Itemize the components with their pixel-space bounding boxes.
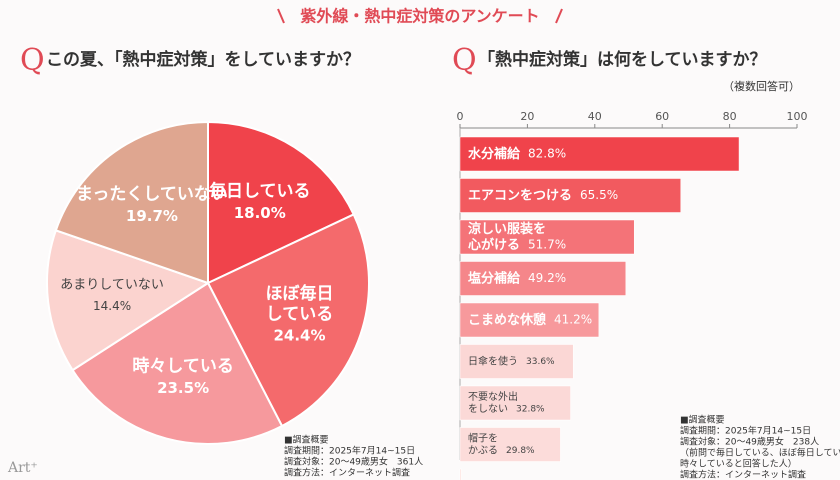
survey-note: 時々していると回答した人） <box>680 458 797 470</box>
pie-slice <box>207 120 356 285</box>
pie-slice <box>46 229 211 372</box>
survey-note: 調査対象：20～49歳男女 361人 <box>284 456 423 468</box>
slice-value-label: 18.0% <box>234 204 286 222</box>
deco-slash <box>277 8 285 24</box>
chart-subtitle: （複数回答可） <box>723 79 800 93</box>
survey-note: 調査期間：2025年7月14~15日 <box>680 425 811 437</box>
survey-note: 調査方法：インターネット調査 <box>680 469 806 480</box>
deco-slash <box>555 8 563 24</box>
bar-label: 塩分補給 <box>468 270 521 286</box>
survey-note: ■調査概要 <box>284 434 329 446</box>
bar-value-label: 82.8% <box>528 147 566 161</box>
x-tick-label: 40 <box>588 110 602 123</box>
bar-label: こまめな休憩 <box>468 312 546 328</box>
slice-value-label: 24.4% <box>273 327 325 345</box>
bar-label: 帽子をかぶる <box>468 432 498 457</box>
slice-value-label: 14.4% <box>93 299 131 313</box>
bar <box>459 219 635 255</box>
bar <box>459 178 681 213</box>
bar-value-label: 33.6% <box>526 357 555 367</box>
chart-title: この夏、「熱中症対策」をしていますか？ <box>46 49 360 70</box>
survey-note: 調査期間：2025年7月14~15日 <box>284 445 415 457</box>
bar-value-label: 65.5% <box>580 188 618 202</box>
slice-label: まったくしていない <box>76 184 228 204</box>
bar-label: 水分補給 <box>468 146 521 162</box>
survey-note: ■調査概要 <box>680 414 725 426</box>
bar-label: 不要な外出をしない <box>468 390 518 415</box>
page-title: 紫外線・熱中症対策のアンケート <box>300 7 539 26</box>
logo: Art⁺ <box>7 460 38 476</box>
bar <box>459 468 462 480</box>
chart-title: 「熱中症対策」は何をしていますか？ <box>478 49 767 70</box>
bar <box>459 385 571 421</box>
bar-value-label: 49.2% <box>528 271 566 285</box>
bar-label: エアコンをつける <box>468 188 572 203</box>
survey-note: （前問で毎日している、ほぼ毎日している、 <box>680 447 840 459</box>
q-mark: Q <box>452 43 477 78</box>
x-tick-label: 100 <box>787 110 808 123</box>
pie-slice <box>71 281 284 445</box>
q-mark: Q <box>20 43 45 78</box>
bar-label: 涼しい服装を心がける <box>468 221 546 253</box>
x-tick-label: 80 <box>723 110 737 123</box>
pie-slice <box>206 213 370 428</box>
bar-value-label: 32.8% <box>516 405 545 415</box>
x-tick-label: 0 <box>457 110 464 123</box>
x-tick-label: 20 <box>520 110 534 123</box>
slice-value-label: 19.7% <box>126 207 178 225</box>
slice-label: ほぼ毎日している <box>265 283 333 324</box>
survey-note: 調査方法：インターネット調査 <box>284 467 410 479</box>
slice-value-label: 23.5% <box>157 379 209 397</box>
bar <box>459 302 600 338</box>
bar <box>459 427 561 462</box>
bar <box>459 136 740 172</box>
bar-value-label: 41.2% <box>554 313 592 327</box>
slice-label: 時々している <box>132 355 234 376</box>
bar-value-label: 51.7% <box>528 237 566 251</box>
slice-label: あまりしていない <box>60 277 164 292</box>
x-tick-label: 60 <box>655 110 669 123</box>
bar-label: 日傘を使う <box>468 355 518 368</box>
bar-value-label: 29.8% <box>506 446 535 456</box>
pie-slice <box>54 120 209 285</box>
bar <box>459 344 574 379</box>
bar <box>459 261 627 296</box>
slice-label: 毎日している <box>209 180 311 201</box>
survey-note: 調査対象：20～49歳男女 238人 <box>680 436 819 448</box>
